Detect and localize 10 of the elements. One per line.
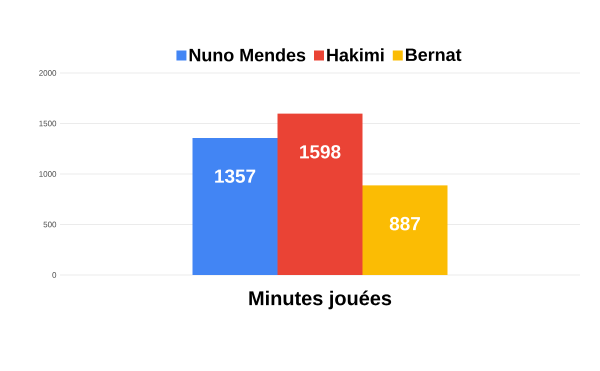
bar — [192, 138, 278, 275]
x-tick-label: Minutes jouées — [249, 290, 392, 310]
data-label: 1598 — [300, 145, 340, 159]
bar — [362, 185, 448, 275]
legend-label: Bernat — [406, 48, 462, 62]
bar — [278, 114, 363, 275]
data-label: 887 — [390, 216, 420, 230]
data-label: 1357 — [215, 169, 256, 183]
legend-label: Hakimi — [327, 48, 384, 62]
legend-label: Nuno Mendes — [190, 48, 306, 62]
